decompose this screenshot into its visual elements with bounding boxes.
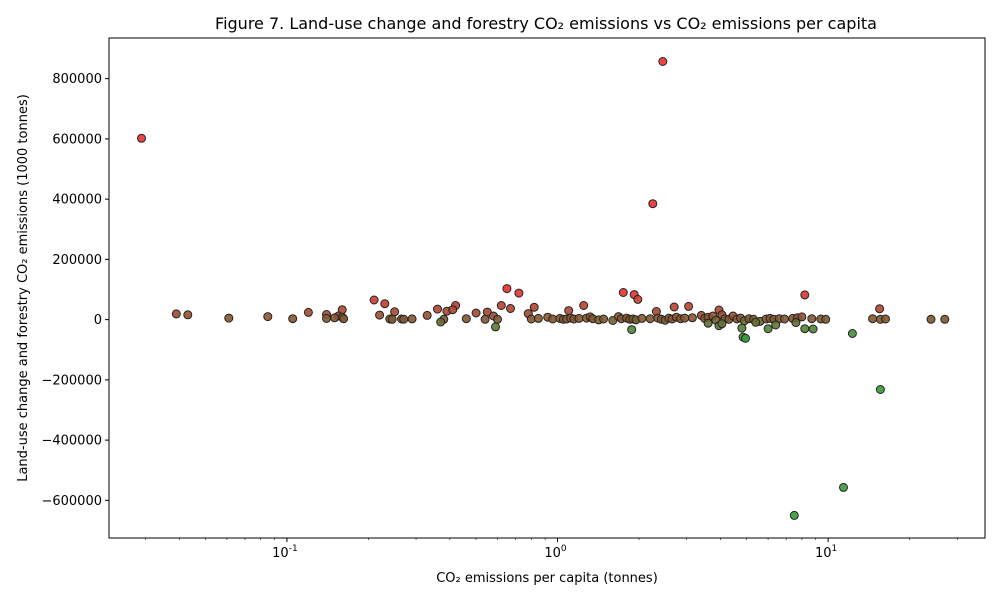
data-point xyxy=(808,324,818,334)
data-point xyxy=(791,318,801,328)
data-point xyxy=(493,314,502,324)
data-point xyxy=(263,312,273,322)
data-point xyxy=(669,302,679,312)
data-point xyxy=(322,313,331,323)
y-tick-label: 400000 xyxy=(52,193,102,208)
data-point xyxy=(875,385,885,394)
data-point xyxy=(183,310,193,320)
data-point xyxy=(627,325,637,335)
data-point xyxy=(633,294,643,304)
data-point xyxy=(658,57,668,66)
data-point xyxy=(422,310,432,320)
data-point xyxy=(645,314,655,324)
data-point xyxy=(303,307,313,317)
y-tick-label: −600000 xyxy=(41,494,102,509)
data-point xyxy=(789,510,799,520)
data-point xyxy=(637,313,647,323)
data-point xyxy=(375,310,385,320)
y-axis: −600000 −400000 −200000 0 200000 400000 600000… xyxy=(41,72,109,509)
data-point xyxy=(687,313,697,323)
y-tick-label: 600000 xyxy=(52,132,102,147)
data-point xyxy=(737,323,747,333)
data-point xyxy=(433,304,442,314)
chart-title: Figure 7. Land-use change and forestry C… xyxy=(215,14,877,33)
data-point xyxy=(821,314,831,324)
data-point xyxy=(514,288,524,298)
data-point xyxy=(137,133,146,143)
data-point xyxy=(330,313,340,323)
data-point xyxy=(471,308,481,318)
data-point xyxy=(369,295,379,305)
data-point xyxy=(741,333,750,343)
data-point xyxy=(171,309,181,319)
data-point xyxy=(881,314,890,324)
data-point xyxy=(717,319,727,329)
data-point xyxy=(579,301,589,310)
x-axis-label: CO₂ emissions per capita (tonnes) xyxy=(436,571,658,586)
data-point xyxy=(684,301,694,311)
data-point xyxy=(390,307,400,317)
x-axis: 10-1 100 101 xyxy=(145,538,958,561)
data-point xyxy=(680,313,690,323)
y-tick-label: 800000 xyxy=(52,72,102,87)
data-point xyxy=(797,312,807,322)
data-point xyxy=(771,320,781,330)
data-point xyxy=(648,199,658,209)
data-point xyxy=(533,313,543,323)
y-tick-label: −400000 xyxy=(41,434,102,449)
data-point xyxy=(448,305,458,315)
data-point xyxy=(618,288,628,297)
data-point xyxy=(847,329,857,338)
data-point xyxy=(529,302,539,312)
data-point xyxy=(407,314,417,324)
y-axis-label: Land-use change and forestry CO₂ emissio… xyxy=(16,94,31,482)
x-tick-label: 101 xyxy=(815,544,837,561)
data-point xyxy=(800,324,810,334)
data-point xyxy=(940,314,950,324)
data-point xyxy=(780,314,789,324)
data-point xyxy=(751,317,761,327)
data-point xyxy=(506,304,515,313)
data-point xyxy=(926,314,936,324)
y-tick-label: 200000 xyxy=(52,253,102,268)
data-point xyxy=(224,313,234,323)
data-point xyxy=(480,314,490,324)
data-point xyxy=(502,284,512,294)
y-tick-label: −200000 xyxy=(41,373,102,388)
data-point xyxy=(703,318,713,328)
data-point xyxy=(807,314,817,324)
data-points xyxy=(137,57,950,520)
y-tick-label: 0 xyxy=(94,313,102,328)
data-point xyxy=(574,313,584,323)
data-point xyxy=(839,482,848,492)
data-point xyxy=(875,304,885,314)
data-point xyxy=(380,299,390,309)
plot-frame xyxy=(108,37,986,539)
data-point xyxy=(491,322,500,332)
data-point xyxy=(868,314,878,324)
data-point xyxy=(800,290,810,300)
data-point xyxy=(599,314,609,324)
data-point xyxy=(436,317,446,327)
data-point xyxy=(496,301,506,310)
x-tick-label: 10-1 xyxy=(272,544,298,561)
x-tick-label: 100 xyxy=(544,544,567,561)
data-point xyxy=(288,314,298,324)
data-point xyxy=(564,306,574,316)
data-point xyxy=(399,314,409,324)
data-point xyxy=(461,314,471,324)
data-point xyxy=(387,314,397,324)
data-point xyxy=(763,324,773,334)
data-point xyxy=(339,314,349,324)
